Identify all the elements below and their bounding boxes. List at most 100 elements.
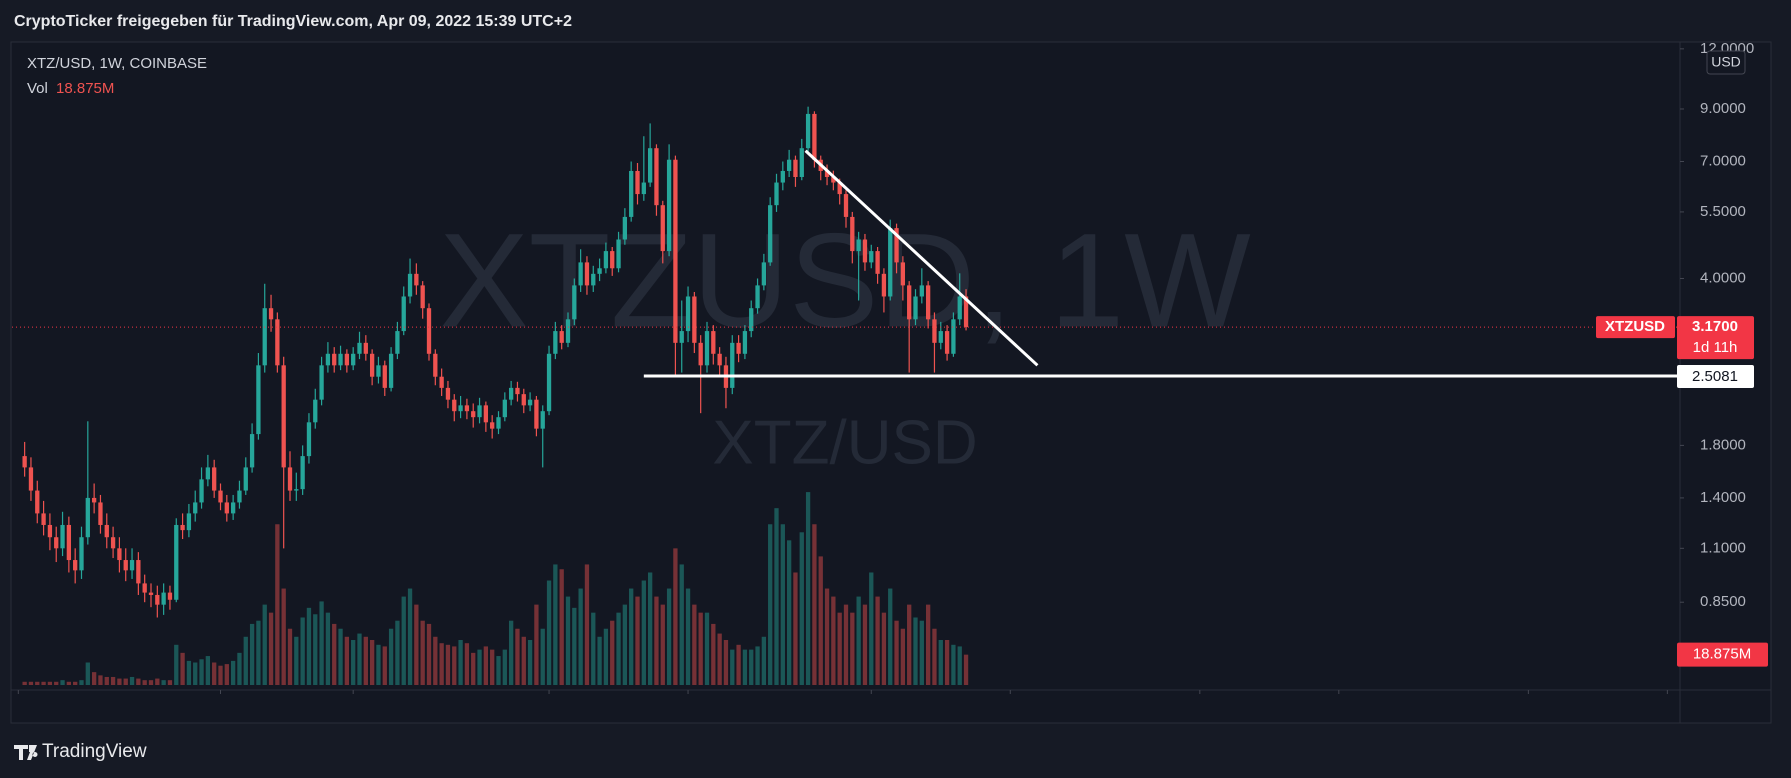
y-tick-label: 5.5000: [1700, 203, 1746, 220]
candle-body: [35, 490, 40, 514]
volume-bar: [433, 636, 438, 685]
volume-bar: [502, 649, 507, 685]
plot: [12, 106, 1680, 685]
candle-body: [919, 285, 924, 297]
candle-body: [508, 387, 514, 400]
candle-body: [85, 497, 90, 538]
volume-bar: [445, 644, 451, 685]
volume-bar: [22, 681, 27, 685]
candle-body: [540, 411, 545, 429]
candle-body: [881, 273, 887, 297]
volume-bar: [407, 588, 413, 685]
volume-bar: [98, 675, 103, 685]
candle-body: [426, 308, 432, 354]
candle-body: [123, 560, 128, 571]
price-badge-text: 3.1700: [1692, 318, 1738, 335]
candle-body: [420, 285, 425, 309]
volume-bar: [186, 660, 192, 685]
candle-body: [490, 422, 495, 429]
candle-body: [41, 513, 46, 525]
candle-body: [249, 434, 255, 468]
volume-bar: [66, 681, 72, 685]
volume-bar: [464, 643, 470, 685]
volume-bar: [938, 639, 943, 685]
candle-body: [483, 405, 489, 423]
chart-pane: [10, 41, 1772, 724]
volume-bar: [578, 588, 583, 685]
symbol-badge: [1596, 316, 1675, 339]
volume-bar: [477, 649, 482, 685]
candle-body: [186, 513, 192, 531]
volume-bar: [313, 614, 318, 685]
volume-bar: [420, 620, 425, 685]
volume-bar: [319, 601, 324, 685]
countdown: 1d 11h: [1693, 339, 1738, 356]
candle-body: [641, 182, 646, 195]
candle-body: [452, 399, 457, 412]
candle-body: [104, 524, 109, 538]
candle-body: [925, 285, 931, 320]
volume-bar: [218, 665, 223, 685]
volume-bar: [654, 596, 659, 685]
volume-bar: [540, 628, 545, 685]
candle-body: [464, 405, 470, 412]
candle-body: [294, 489, 299, 491]
volume-bar: [527, 639, 533, 685]
candle-body: [603, 251, 609, 269]
volume-bar: [894, 620, 899, 685]
candle-body: [369, 353, 375, 377]
candle-body: [654, 148, 659, 206]
volume-bar: [673, 548, 678, 685]
volume-bar: [799, 532, 804, 685]
candle-body: [553, 331, 558, 354]
candle-body: [47, 524, 53, 538]
candle-body: [527, 399, 533, 406]
candle-body: [199, 479, 204, 503]
volume-bar: [230, 660, 236, 685]
candle-body: [129, 560, 135, 571]
volume-bar: [755, 646, 760, 685]
volume-bar: [28, 681, 34, 685]
candle-body: [382, 365, 387, 388]
volume-bar: [559, 569, 564, 685]
candle-body: [938, 331, 943, 343]
candle-body: [237, 490, 242, 503]
candle-body: [799, 148, 804, 178]
volume-bar: [439, 643, 444, 685]
volume-bar: [174, 644, 179, 685]
candle-body: [212, 467, 217, 491]
volume-bar: [123, 678, 128, 685]
volume-bar: [91, 672, 97, 685]
volume-bar: [837, 612, 842, 685]
candle-body: [572, 285, 577, 320]
volume-bar: [565, 596, 571, 685]
candle-body: [193, 502, 198, 514]
currency-box[interactable]: [1706, 50, 1746, 75]
candle-body: [666, 159, 672, 252]
volume-bar: [243, 636, 248, 685]
volume-bar: [60, 680, 65, 685]
candle-body: [635, 170, 640, 195]
volume-bar: [572, 607, 577, 685]
candle-body: [704, 331, 710, 366]
candle-body: [559, 331, 564, 343]
candle-body: [679, 331, 684, 343]
candle-body: [300, 456, 305, 490]
candle-body: [161, 592, 166, 605]
volume-bar: [458, 639, 463, 685]
candle-body: [414, 273, 419, 286]
volume-bar: [401, 596, 406, 685]
volume-bar: [249, 623, 255, 685]
volume-bar: [256, 620, 261, 685]
volume-bar: [761, 636, 767, 685]
trend-line: [804, 149, 1039, 367]
volume-bar: [843, 604, 849, 685]
candle-body: [660, 205, 665, 252]
candle-body: [445, 387, 451, 400]
candle-body: [180, 524, 185, 531]
candle-body: [344, 353, 350, 366]
candle-body: [73, 560, 78, 571]
candle-body: [793, 159, 798, 178]
candle-body: [275, 319, 280, 366]
